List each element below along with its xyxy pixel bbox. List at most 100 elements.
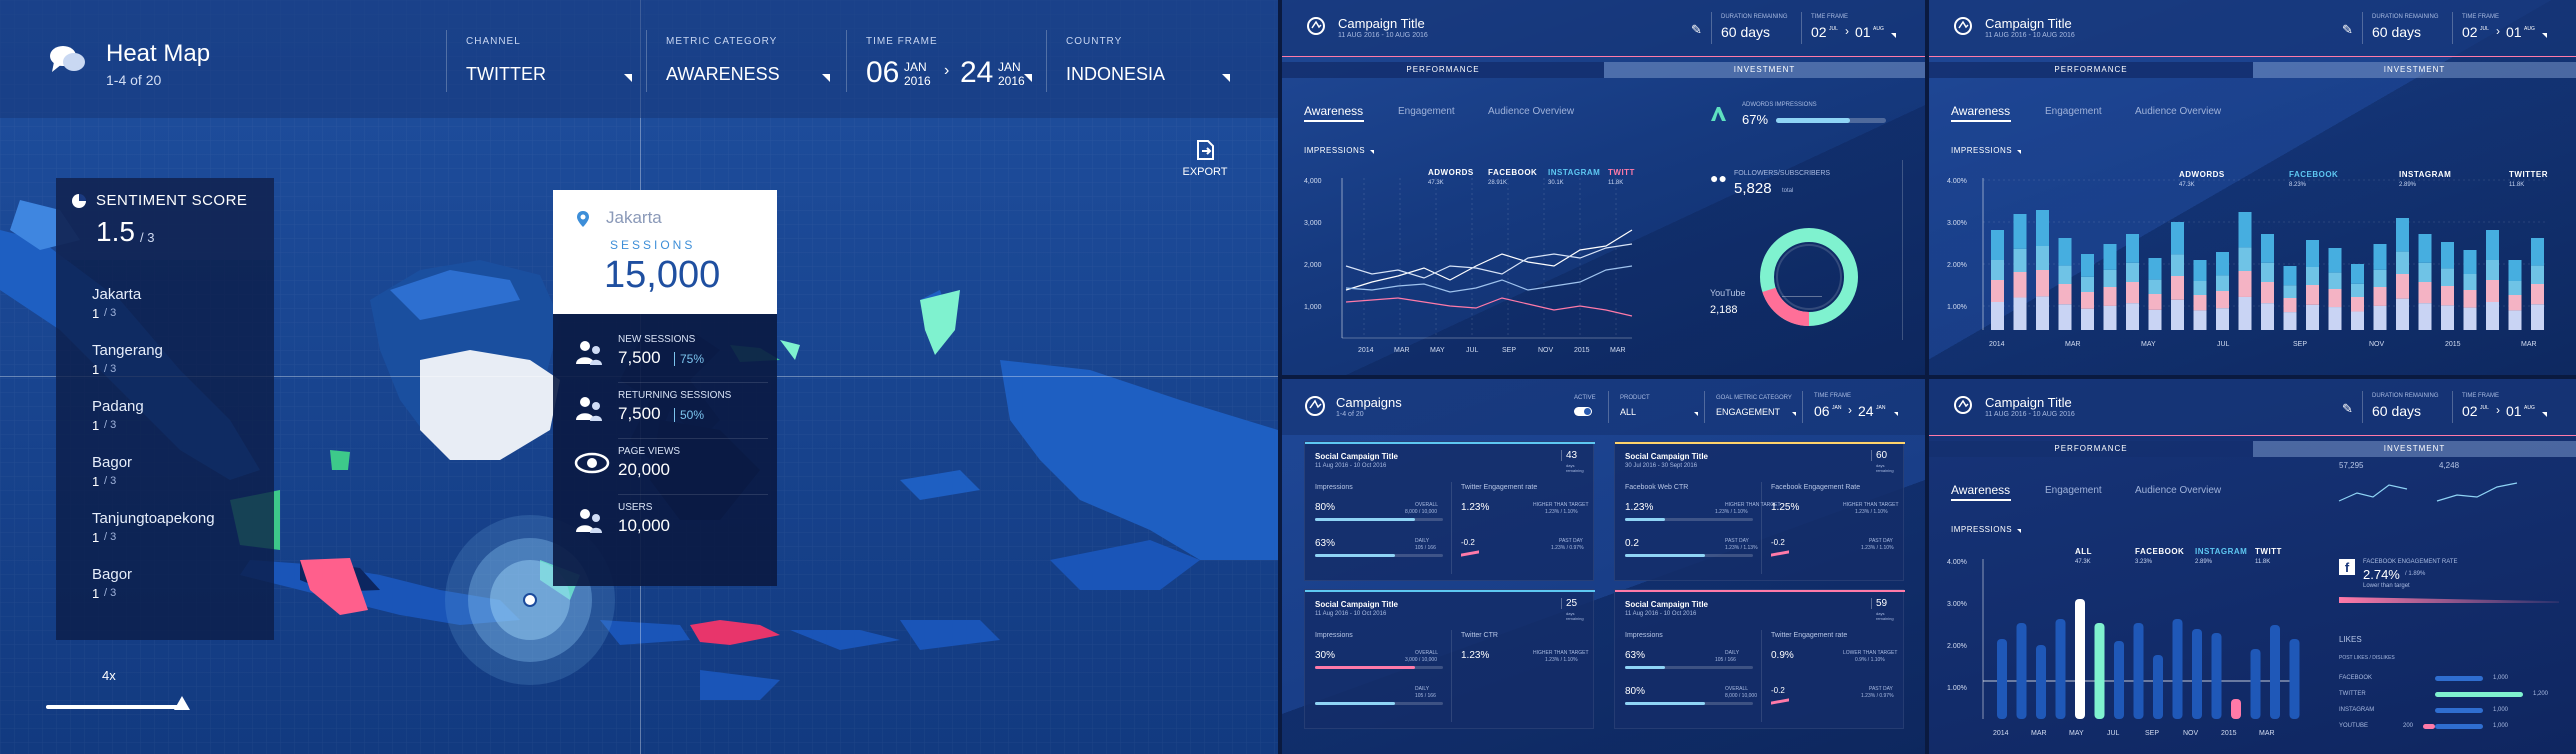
legend-series-name: FACEBOOK bbox=[1488, 168, 1538, 177]
campaign-card[interactable]: Social Campaign Title 11 Aug 2016 - 10 Oc… bbox=[1304, 441, 1595, 581]
metric-r1-detail: 1.23% / 1.10% bbox=[1545, 657, 1578, 663]
metric-value[interactable]: ENGAGEMENT bbox=[1716, 407, 1781, 417]
card-right-label: Facebook Engagement Rate bbox=[1771, 484, 1861, 491]
header-divider bbox=[1802, 391, 1803, 423]
dropdown-caret-icon bbox=[1891, 33, 1896, 38]
filter-metric[interactable]: METRIC CATEGORY AWARENESS bbox=[666, 36, 836, 94]
subtab-audience[interactable]: Audience Overview bbox=[2135, 106, 2222, 117]
dropdown-caret-icon bbox=[822, 74, 830, 82]
city-outof: / 3 bbox=[104, 363, 117, 375]
bar-segment bbox=[2283, 285, 2297, 298]
tab-investment[interactable]: INVESTMENT bbox=[1604, 62, 1925, 78]
active-toggle[interactable] bbox=[1574, 407, 1592, 416]
region-green-2 bbox=[330, 450, 350, 470]
heatmap-title: Heat Map bbox=[106, 40, 211, 67]
tab-investment[interactable]: INVESTMENT bbox=[2253, 62, 2576, 78]
card-column-divider bbox=[1761, 630, 1762, 722]
card-accent-line bbox=[1305, 590, 1595, 592]
campaign-card[interactable]: Social Campaign Title 30 Jul 2016 - 30 Se… bbox=[1614, 441, 1905, 581]
fb-engagement-label: FACEBOOK ENGAGEMENT RATE bbox=[2363, 559, 2458, 565]
bar-segment bbox=[2126, 262, 2139, 282]
pie-icon bbox=[72, 194, 86, 208]
sparkline-2 bbox=[2436, 482, 2518, 502]
duration-value: 60 days bbox=[1721, 24, 1771, 40]
bar-segment bbox=[1991, 260, 2004, 280]
subtab-engagement[interactable]: Engagement bbox=[1398, 106, 1455, 117]
bar-segment bbox=[2328, 248, 2342, 273]
timeframe-from-day: 06 bbox=[866, 56, 900, 89]
subtab-engagement[interactable]: Engagement bbox=[2045, 106, 2102, 117]
sentiment-header bbox=[56, 178, 274, 260]
region-pink-west bbox=[300, 558, 368, 615]
campaign-icon bbox=[1306, 16, 1326, 36]
donut-inner-ring bbox=[1776, 244, 1842, 310]
edit-icon[interactable]: ✎ bbox=[1691, 22, 1702, 37]
city-score: 1 bbox=[92, 418, 100, 433]
people-icon bbox=[574, 338, 604, 368]
campaign-card[interactable]: Social Campaign Title 11 Aug 2016 - 10 Oc… bbox=[1304, 589, 1595, 729]
impressions-bar-chart: 4.00% 3.00% 2.00% 1.00% 2014 MAR MAY JUL SEP NOV 2… bbox=[1947, 559, 2300, 737]
header-divider bbox=[2362, 12, 2363, 44]
product-value[interactable]: ALL bbox=[1620, 407, 1637, 417]
bar-segment bbox=[2081, 276, 2094, 292]
campaign-title: Campaign Title bbox=[1985, 16, 2072, 31]
stat-2: 4,248 bbox=[2439, 461, 2460, 470]
bar bbox=[2114, 641, 2124, 719]
edit-icon[interactable]: ✎ bbox=[2342, 22, 2353, 37]
subtab-awareness[interactable]: Awareness bbox=[1951, 104, 2011, 118]
header-divider bbox=[2452, 12, 2453, 44]
subtab-awareness[interactable]: Awareness bbox=[1304, 104, 1364, 118]
x-tick-label: 2014 bbox=[1993, 730, 2009, 737]
bar-segment bbox=[2306, 304, 2319, 330]
tab-performance[interactable]: PERFORMANCE bbox=[1282, 62, 1604, 78]
y-tick-label: 4,000 bbox=[1304, 178, 1322, 185]
metric-r1-label: HIGHER THAN TARGET bbox=[1533, 502, 1589, 508]
filter-channel[interactable]: CHANNEL TWITTER bbox=[466, 36, 636, 94]
bar-segment bbox=[2463, 250, 2477, 274]
bar-segment bbox=[2328, 289, 2342, 308]
dropdown-caret-icon bbox=[1222, 74, 1230, 82]
tab-performance[interactable]: PERFORMANCE bbox=[1929, 62, 2253, 78]
subtab-audience[interactable]: Audience Overview bbox=[2135, 485, 2222, 496]
zoom-fill bbox=[46, 705, 182, 709]
filter-separator-3 bbox=[846, 30, 847, 92]
metric-r2-detail: 1.23% / 1.10% bbox=[1861, 545, 1894, 551]
legend-series-name: FACEBOOK bbox=[2289, 170, 2339, 179]
subtab-audience[interactable]: Audience Overview bbox=[1488, 106, 1575, 117]
y-tick-label: 1.00% bbox=[1947, 304, 1967, 311]
edit-icon[interactable]: ✎ bbox=[2342, 401, 2353, 416]
subtab-awareness-underline bbox=[1951, 120, 2011, 122]
campaigns-icon bbox=[1304, 395, 1326, 417]
likes-row-name: FACEBOOK bbox=[2339, 675, 2373, 681]
tab-investment[interactable]: INVESTMENT bbox=[2253, 441, 2576, 457]
export-button[interactable]: EXPORT bbox=[1180, 138, 1230, 186]
impressions-dropdown[interactable]: IMPRESSIONS bbox=[1304, 146, 1366, 155]
impressions-dropdown[interactable]: IMPRESSIONS bbox=[1951, 525, 2013, 534]
dropdown-caret-icon bbox=[624, 74, 632, 82]
campaign-card[interactable]: Social Campaign Title 11 Aug 2016 - 10 Oc… bbox=[1614, 589, 1905, 729]
trend-sparkline bbox=[1771, 698, 1789, 705]
card-column-divider bbox=[1451, 630, 1452, 722]
filter-country[interactable]: COUNTRY INDONESIA bbox=[1066, 36, 1236, 94]
filter-timeframe[interactable]: TIME FRAME 06 JAN 2016 › 24 JAN 2016 bbox=[866, 36, 1036, 94]
bar-segment bbox=[2373, 244, 2387, 270]
metric-l1-track bbox=[1625, 666, 1753, 669]
bar-segment bbox=[2306, 240, 2319, 267]
zoom-slider[interactable] bbox=[46, 696, 190, 714]
bar-segment bbox=[2351, 311, 2364, 330]
zoom-handle[interactable] bbox=[174, 696, 190, 710]
bar-segment bbox=[2418, 234, 2432, 263]
subtab-engagement[interactable]: Engagement bbox=[2045, 485, 2102, 496]
subtab-awareness[interactable]: Awareness bbox=[1951, 483, 2011, 497]
x-tick-label: JUL bbox=[2107, 730, 2120, 737]
campaign-dates: 11 AUG 2016 - 10 AUG 2016 bbox=[1985, 411, 2075, 418]
popup-row-label: RETURNING SESSIONS bbox=[618, 390, 732, 401]
metric-l2-label: PAST DAY bbox=[1725, 538, 1749, 544]
tab-performance[interactable]: PERFORMANCE bbox=[1929, 441, 2253, 457]
bar-segment bbox=[1991, 280, 2004, 302]
impressions-dropdown[interactable]: IMPRESSIONS bbox=[1951, 146, 2013, 155]
series-line-2 bbox=[1345, 265, 1633, 293]
card-left-label: Impressions bbox=[1315, 484, 1353, 491]
bar-segment bbox=[2081, 308, 2094, 330]
likes-row-name: INSTAGRAM bbox=[2339, 707, 2375, 713]
